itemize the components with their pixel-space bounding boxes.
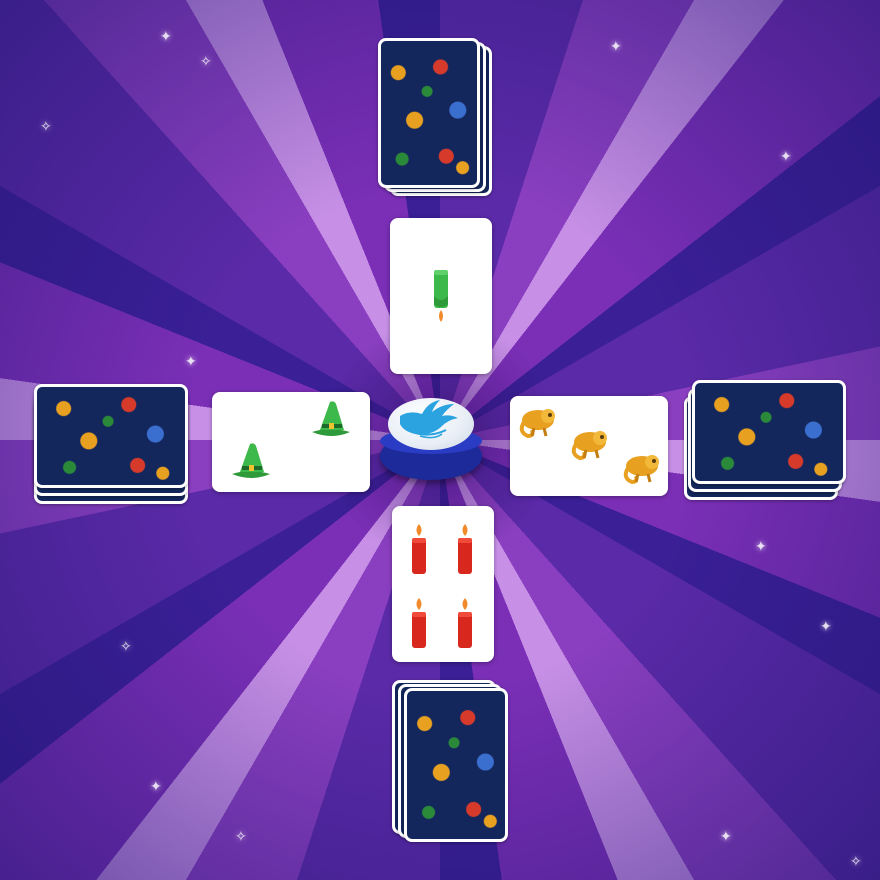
sparkle-icon: ✧ bbox=[200, 54, 212, 70]
deck-right[interactable] bbox=[680, 380, 850, 504]
hat-icon bbox=[232, 443, 270, 478]
hat-icon bbox=[312, 401, 350, 436]
deck-left[interactable] bbox=[30, 384, 200, 508]
face-card-top bbox=[390, 218, 492, 374]
sparkle-icon: ✧ bbox=[850, 854, 862, 870]
sparkle-icon: ✧ bbox=[40, 119, 52, 135]
sparkle-icon: ✦ bbox=[755, 539, 767, 555]
sparkle-icon: ✦ bbox=[185, 354, 197, 370]
candle-icon bbox=[434, 270, 448, 322]
sparkle-icon: ✦ bbox=[160, 29, 172, 45]
chameleon-icon bbox=[519, 409, 555, 439]
sparkle-icon: ✦ bbox=[820, 619, 832, 635]
face-card-bottom bbox=[392, 506, 494, 662]
candle-icon bbox=[412, 598, 426, 648]
face-card-left bbox=[212, 392, 370, 492]
card-back bbox=[34, 384, 188, 488]
sparkle-icon: ✦ bbox=[720, 829, 732, 845]
card-back bbox=[378, 38, 480, 188]
chameleon-icon bbox=[571, 431, 607, 461]
candle-icon bbox=[458, 598, 472, 648]
deck-top[interactable] bbox=[376, 38, 496, 198]
face-card-right bbox=[510, 396, 668, 496]
deck-bottom[interactable] bbox=[392, 676, 516, 846]
sparkle-icon: ✦ bbox=[610, 39, 622, 55]
sparkle-icon: ✧ bbox=[235, 829, 247, 845]
hand-icon bbox=[400, 400, 458, 439]
card-back bbox=[404, 688, 508, 842]
buzzer-button[interactable] bbox=[380, 392, 482, 486]
sparkle-icon: ✦ bbox=[150, 779, 162, 795]
chameleon-icon bbox=[623, 455, 659, 485]
candle-icon bbox=[412, 524, 426, 574]
card-back bbox=[692, 380, 846, 484]
sparkle-icon: ✧ bbox=[120, 639, 132, 655]
candle-icon bbox=[458, 524, 472, 574]
sparkle-icon: ✦ bbox=[780, 149, 792, 165]
